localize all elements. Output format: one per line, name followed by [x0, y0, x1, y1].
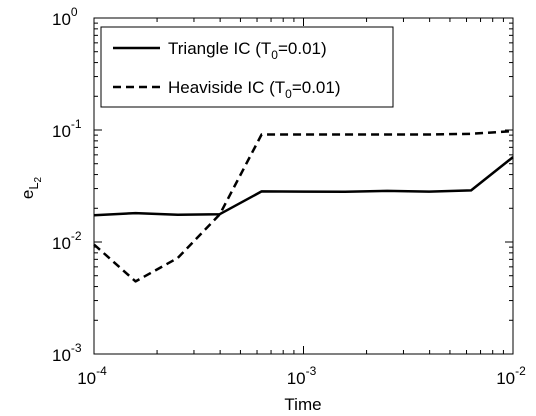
plot-lines: [93, 129, 514, 283]
x-tick-label: 10-3: [287, 364, 317, 388]
legend-box: [100, 26, 394, 108]
ticks: [93, 17, 514, 355]
y-axis-label-sub: L: [26, 182, 41, 189]
series-line-triangle: [93, 156, 514, 217]
legend-label-triangle: Triangle IC (T0=0.01): [168, 39, 327, 62]
x-tick-label: 10-4: [77, 364, 107, 388]
series-line-heaviside: [93, 129, 514, 283]
legend: Triangle IC (T0=0.01) Heaviside IC (T0=0…: [100, 26, 394, 108]
y-tick-label: 10-1: [52, 117, 82, 141]
y-tick-label: 100: [52, 5, 78, 29]
y-axis-label: eL2: [18, 176, 44, 199]
x-tick-label: 10-2: [496, 364, 526, 388]
svg-text:eL2: eL2: [18, 176, 44, 199]
y-tick-label: 10-3: [52, 341, 82, 365]
y-tick-label: 10-2: [52, 229, 82, 253]
y-axis-label-subsub: 2: [33, 176, 44, 182]
legend-label-heaviside: Heaviside IC (T0=0.01): [168, 78, 341, 101]
x-axis-label: Time: [284, 395, 321, 414]
y-axis-label-main: e: [18, 190, 37, 199]
